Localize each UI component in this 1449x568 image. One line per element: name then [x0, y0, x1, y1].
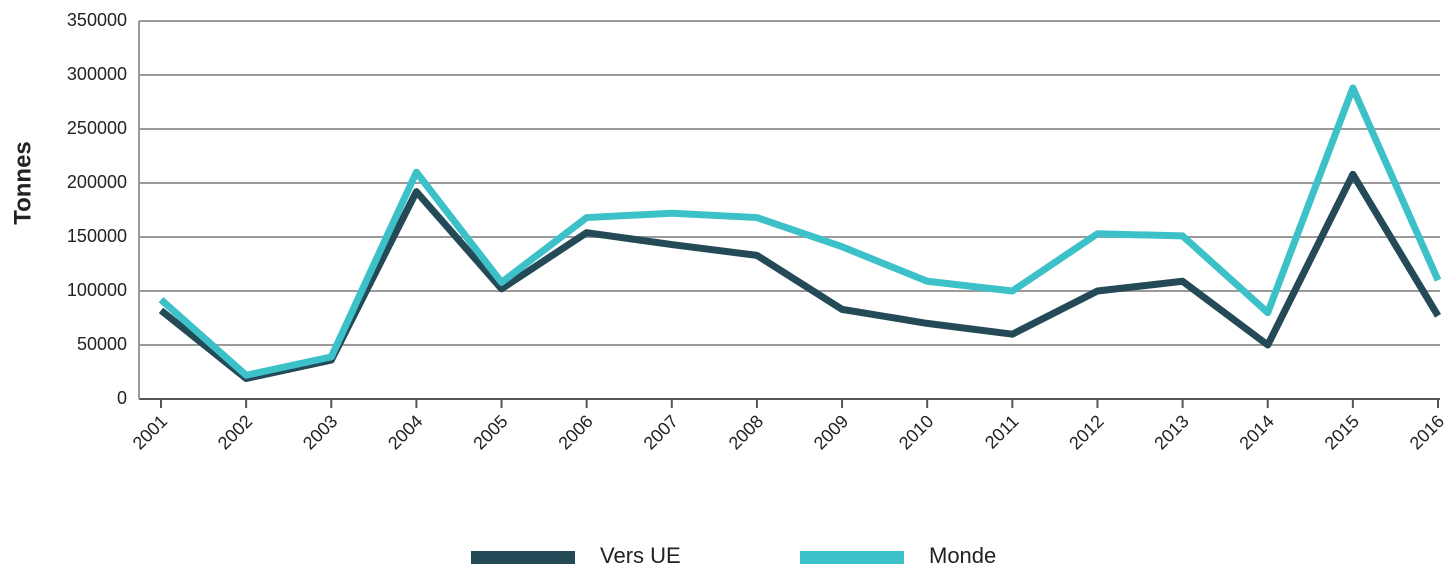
- line-series: [158, 170, 1441, 382]
- legend-label: Monde: [929, 543, 996, 568]
- x-tick-label: 2002: [214, 411, 256, 453]
- legend-label: Vers UE: [600, 543, 681, 568]
- y-tick-label: 150000: [67, 226, 127, 246]
- y-tick-label: 0: [117, 388, 127, 408]
- x-tick-label: 2013: [1150, 411, 1192, 453]
- x-tick-label: 2005: [469, 411, 511, 453]
- x-tick-label: 2009: [810, 411, 852, 453]
- y-axis-title: Tonnes: [9, 141, 36, 225]
- y-tick-label: 200000: [67, 172, 127, 192]
- x-tick-label: 2015: [1321, 411, 1363, 453]
- y-tick-label: 300000: [67, 64, 127, 84]
- x-tick-label: 2001: [129, 411, 171, 453]
- x-tick-label: 2007: [640, 411, 682, 453]
- legend-swatch: [471, 551, 575, 564]
- x-tick-label: 2012: [1065, 411, 1107, 453]
- line-series: [158, 84, 1442, 379]
- x-tick-label: 2014: [1235, 411, 1277, 453]
- x-tick-label: 2006: [554, 411, 596, 453]
- y-tick-label: 100000: [67, 280, 127, 300]
- y-tick-label: 250000: [67, 118, 127, 138]
- y-tick-label: 350000: [67, 10, 127, 30]
- x-tick-label: 2004: [384, 411, 426, 453]
- y-tick-label: 50000: [77, 334, 127, 354]
- x-tick-label: 2011: [981, 411, 1023, 453]
- x-tick-label: 2016: [1406, 411, 1448, 453]
- x-tick-label: 2010: [895, 411, 937, 453]
- x-tick-label: 2008: [725, 411, 767, 453]
- x-tick-label: 2003: [299, 411, 341, 453]
- legend-swatch: [800, 551, 904, 564]
